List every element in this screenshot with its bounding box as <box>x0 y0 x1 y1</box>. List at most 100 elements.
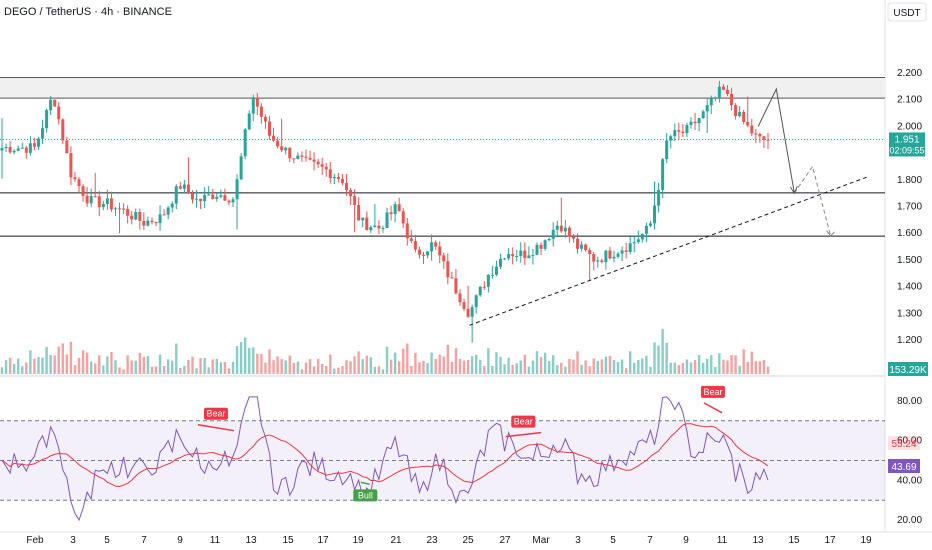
volume-bar <box>12 363 16 374</box>
candle-body <box>69 153 73 178</box>
volume-bar <box>333 368 336 374</box>
volume-bar <box>304 362 308 374</box>
volume-bar <box>649 366 652 374</box>
divergence-badge <box>204 407 228 420</box>
candle-body <box>190 193 194 200</box>
candle-body <box>211 194 215 199</box>
time-tick-label: 23 <box>426 535 438 546</box>
volume-value: 153.29K <box>889 365 927 376</box>
volume-bar <box>641 358 644 374</box>
volume-bar <box>414 352 417 374</box>
candle-body <box>644 225 648 234</box>
candle-body <box>665 140 669 160</box>
candle-body <box>685 124 689 134</box>
candle-body <box>365 217 369 231</box>
candle-body <box>527 255 531 259</box>
volume-bar <box>166 359 170 374</box>
candles <box>0 80 770 343</box>
volume-bar <box>183 365 186 374</box>
candle-body <box>397 204 401 212</box>
candle-body <box>531 254 535 256</box>
candle-body <box>101 203 105 208</box>
candle-body <box>93 196 97 198</box>
volume-bar <box>381 369 385 374</box>
volume-bar <box>77 357 81 374</box>
candle-body <box>20 147 24 149</box>
candle-body <box>661 159 665 191</box>
divergence-label: Bear <box>206 409 225 419</box>
volume-bar <box>357 351 360 374</box>
volume-bar <box>130 360 133 374</box>
volume-bar <box>393 352 397 374</box>
candle-body <box>146 220 150 226</box>
candle-body <box>77 179 81 187</box>
volume-bar <box>596 361 599 374</box>
price-tick-label: 1.500 <box>897 255 922 266</box>
volume-bar <box>207 367 210 374</box>
candle-body <box>284 147 288 151</box>
candle-body <box>624 250 628 252</box>
volume-bar <box>629 351 632 374</box>
volume-bar <box>584 360 587 374</box>
volume-bar <box>312 366 316 374</box>
volume-bar <box>766 366 770 374</box>
volume-bar <box>677 365 681 374</box>
volume-bar <box>191 356 194 374</box>
volume-bar <box>373 366 377 374</box>
candle-body <box>89 196 93 204</box>
candle-body <box>551 229 555 239</box>
rsi-line <box>1 396 769 522</box>
candle-body <box>361 217 365 221</box>
volume-bar <box>389 359 393 374</box>
candle-body <box>158 214 162 224</box>
volume-bar <box>203 358 206 374</box>
volume-bar <box>734 355 737 374</box>
volume-bar <box>288 355 291 374</box>
candle-body <box>563 227 567 232</box>
volume-bar <box>669 362 672 374</box>
volume-bar <box>479 359 482 374</box>
volume-bar <box>296 361 300 374</box>
candle-body <box>494 266 498 275</box>
candle-body <box>239 156 243 180</box>
volume-bar <box>227 368 231 374</box>
candle-body <box>166 207 170 215</box>
candle-body <box>349 190 353 197</box>
volume-bar <box>661 328 664 374</box>
candle-body <box>288 147 292 159</box>
volume-bar <box>53 355 56 374</box>
volume-bar <box>523 354 527 374</box>
volume-bar <box>474 354 478 374</box>
volume-bar <box>142 356 146 374</box>
time-tick-label: 3 <box>575 535 581 546</box>
candle-body <box>178 186 182 189</box>
divergence-badge <box>700 385 725 398</box>
volume-bar <box>624 368 628 374</box>
candle-body <box>405 223 409 239</box>
volume-bar <box>402 348 405 374</box>
volume-bar <box>264 362 267 374</box>
volume-bar <box>8 357 12 374</box>
volume-bar <box>491 365 494 374</box>
candle-body <box>357 205 361 221</box>
volume-bar <box>345 360 348 374</box>
candle-body <box>657 190 661 206</box>
candle-body <box>170 203 174 208</box>
time-tick-label: 3 <box>70 535 76 546</box>
candle-body <box>340 178 344 184</box>
volume-bar <box>689 362 693 374</box>
candle-body <box>296 155 300 160</box>
ascending-trendline <box>469 176 867 326</box>
candle-body <box>231 199 235 203</box>
volume-bar <box>223 361 227 374</box>
candle-body <box>308 157 312 160</box>
candle-body <box>150 220 154 223</box>
currency-button[interactable]: USDT <box>887 2 927 22</box>
alt-projection-path <box>793 165 832 236</box>
candle-body <box>138 212 142 221</box>
volume-bar <box>268 349 271 374</box>
candle-body <box>113 208 117 210</box>
volume-bar <box>329 354 332 374</box>
volume-bar <box>600 359 604 374</box>
